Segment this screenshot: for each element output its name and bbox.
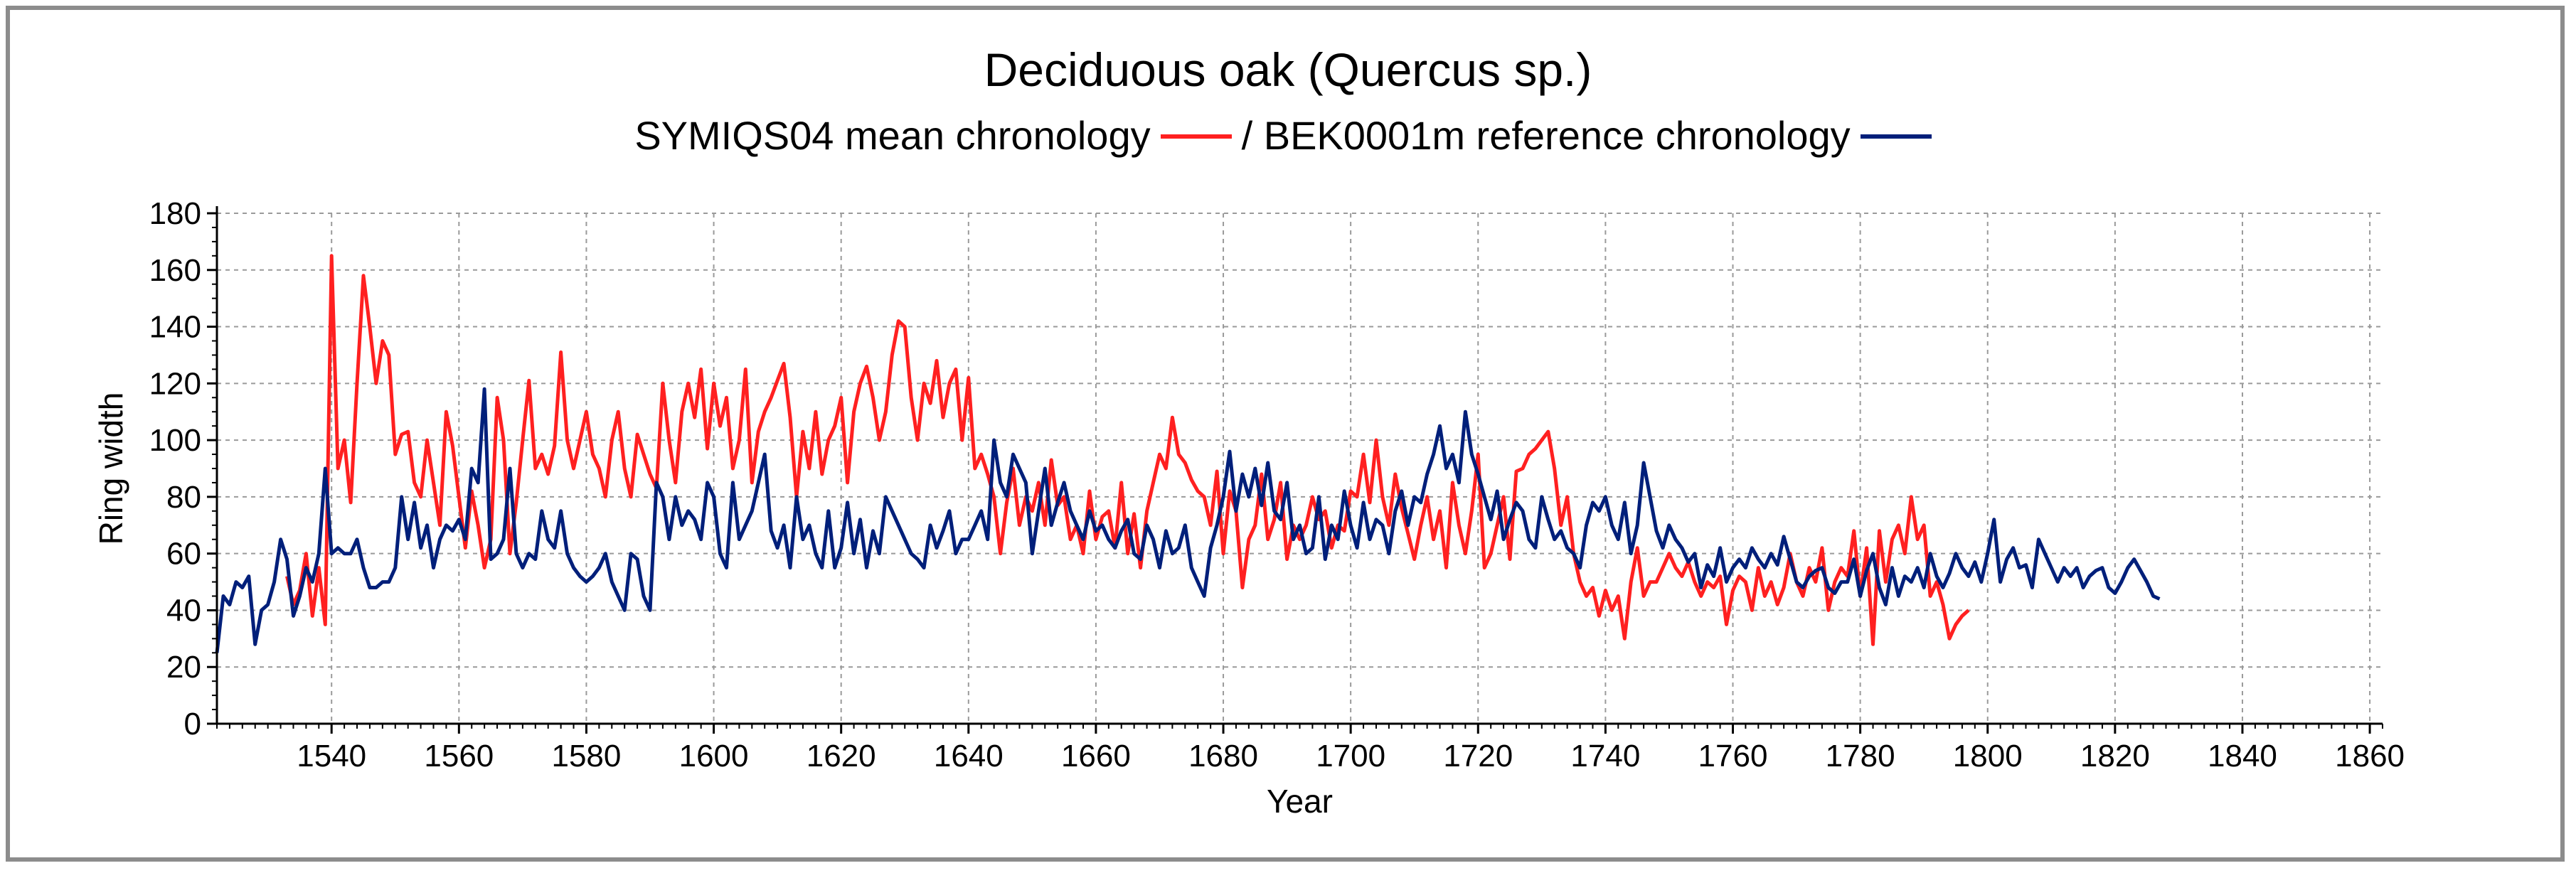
legend-reference-swatch <box>1860 134 1932 139</box>
chart-subtitle: SYMIQS04 mean chronology / BEK0001m refer… <box>0 112 2576 159</box>
x-axis-label: Year <box>1267 783 1333 820</box>
x-tick-label-1820: 1820 <box>2080 739 2150 773</box>
x-tick-label-1640: 1640 <box>934 739 1004 773</box>
x-tick-label-1780: 1780 <box>1826 739 1895 773</box>
legend-reference-label: / BEK0001m reference chronology <box>1241 113 1851 158</box>
x-tick-label-1760: 1760 <box>1698 739 1768 773</box>
y-tick-label-80: 80 <box>166 480 201 515</box>
y-tick-label-20: 20 <box>166 650 201 685</box>
y-tick-label-60: 60 <box>166 537 201 572</box>
x-tick-label-1800: 1800 <box>1953 739 2023 773</box>
x-tick-label-1700: 1700 <box>1316 739 1385 773</box>
x-tick-label-1540: 1540 <box>297 739 366 773</box>
x-tick-label-1660: 1660 <box>1061 739 1131 773</box>
x-tick-label-1840: 1840 <box>2208 739 2277 773</box>
axes <box>207 206 2383 734</box>
x-tick-label-1620: 1620 <box>807 739 876 773</box>
legend-mean-swatch <box>1160 134 1232 139</box>
y-axis-label: Ring width <box>92 392 129 545</box>
series-lines <box>215 254 2161 653</box>
y-tick-label-100: 100 <box>149 423 201 458</box>
legend-mean-label: SYMIQS04 mean chronology <box>634 113 1151 158</box>
x-tick-label-1600: 1600 <box>679 739 749 773</box>
y-tick-label-180: 180 <box>149 196 201 231</box>
chart-frame <box>6 6 2565 862</box>
series-mean-chronology <box>285 254 1970 646</box>
x-tick-label-1860: 1860 <box>2335 739 2405 773</box>
y-tick-label-120: 120 <box>149 366 201 401</box>
grid-lines <box>217 213 2383 724</box>
chart-title: Deciduous oak (Quercus sp.) <box>984 43 1592 96</box>
tick-labels: 0 20 40 60 80 100 120 140 160 180 1540 1560 1580 1600… <box>149 196 2405 773</box>
y-tick-label-40: 40 <box>166 593 201 628</box>
x-tick-label-1560: 1560 <box>424 739 494 773</box>
y-tick-label-160: 160 <box>149 253 201 288</box>
series-reference-chronology <box>215 387 2161 653</box>
x-tick-label-1720: 1720 <box>1443 739 1513 773</box>
x-tick-label-1740: 1740 <box>1570 739 1640 773</box>
y-tick-label-0: 0 <box>184 707 201 741</box>
x-tick-label-1680: 1680 <box>1188 739 1258 773</box>
y-tick-label-140: 140 <box>149 310 201 345</box>
x-tick-label-1580: 1580 <box>551 739 621 773</box>
